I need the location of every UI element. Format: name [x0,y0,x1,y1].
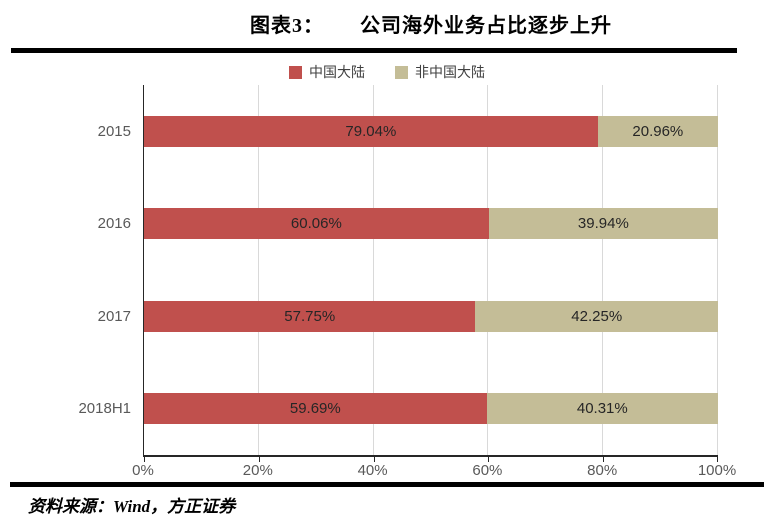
bar-segment-overseas: 39.94% [488,208,718,240]
legend-swatch-icon [289,65,302,79]
category-label: 2017 [97,307,131,325]
gridline-60 [487,85,489,455]
legend-label: 非中国大陆 [415,64,485,80]
category-label: 2018H1 [78,400,131,418]
category-label: 2015 [97,122,131,140]
gridline-100 [717,85,718,455]
legend-label: 中国大陆 [309,64,365,80]
bar-segment-overseas: 40.31% [486,393,718,425]
x-tick-label: 0% [132,462,154,479]
legend-swatch-icon [395,65,408,79]
x-tick-label: 80% [587,462,618,479]
axis-tick [258,457,260,462]
top-divider [11,48,737,53]
legend-item-mainland: 中国大陆 [289,62,365,82]
axis-tick [373,457,375,462]
bar-row: 57.75% 42.25% [144,300,718,332]
chart-legend: 中国大陆 非中国大陆 [0,62,774,82]
bar-segment-mainland: 79.04% [144,115,598,147]
category-label: 2016 [97,215,131,233]
bar-segment-overseas: 20.96% [597,115,718,147]
bar-row: 79.04% 20.96% [144,115,718,147]
chart-title: 图表3： 公司海外业务占比逐步上升 [0,9,774,38]
bar-segment-mainland: 57.75% [144,300,476,332]
axis-tick [603,457,605,462]
bar-row: 59.69% 40.31% [144,393,718,425]
x-tick-label: 100% [697,462,737,479]
axis-tick [488,457,490,462]
bar-segment-overseas: 42.25% [475,300,718,332]
x-tick-label: 20% [242,462,273,479]
plot-area: 79.04% 20.96% 60.06% 39.94% 57.75% 42.25% 59.6… [143,85,718,462]
x-tick-label: 40% [357,462,388,479]
axis-tick [717,457,718,462]
chart-title-prefix: 图表3： [250,15,324,37]
x-tick-label: 60% [472,462,503,479]
gridline-80 [602,85,604,455]
axis-tick [144,457,145,462]
chart-title-text: 公司海外业务占比逐步上升 [360,15,612,37]
gridline-20 [257,85,259,455]
bar-segment-mainland: 60.06% [144,208,489,240]
gridline-40 [372,85,374,455]
legend-item-overseas: 非中国大陆 [395,62,485,82]
source-note: 资料来源：Wind，方正证券 [28,497,236,516]
bar-segment-mainland: 59.69% [144,393,487,425]
bar-row: 60.06% 39.94% [144,208,718,240]
bottom-divider [10,482,764,487]
